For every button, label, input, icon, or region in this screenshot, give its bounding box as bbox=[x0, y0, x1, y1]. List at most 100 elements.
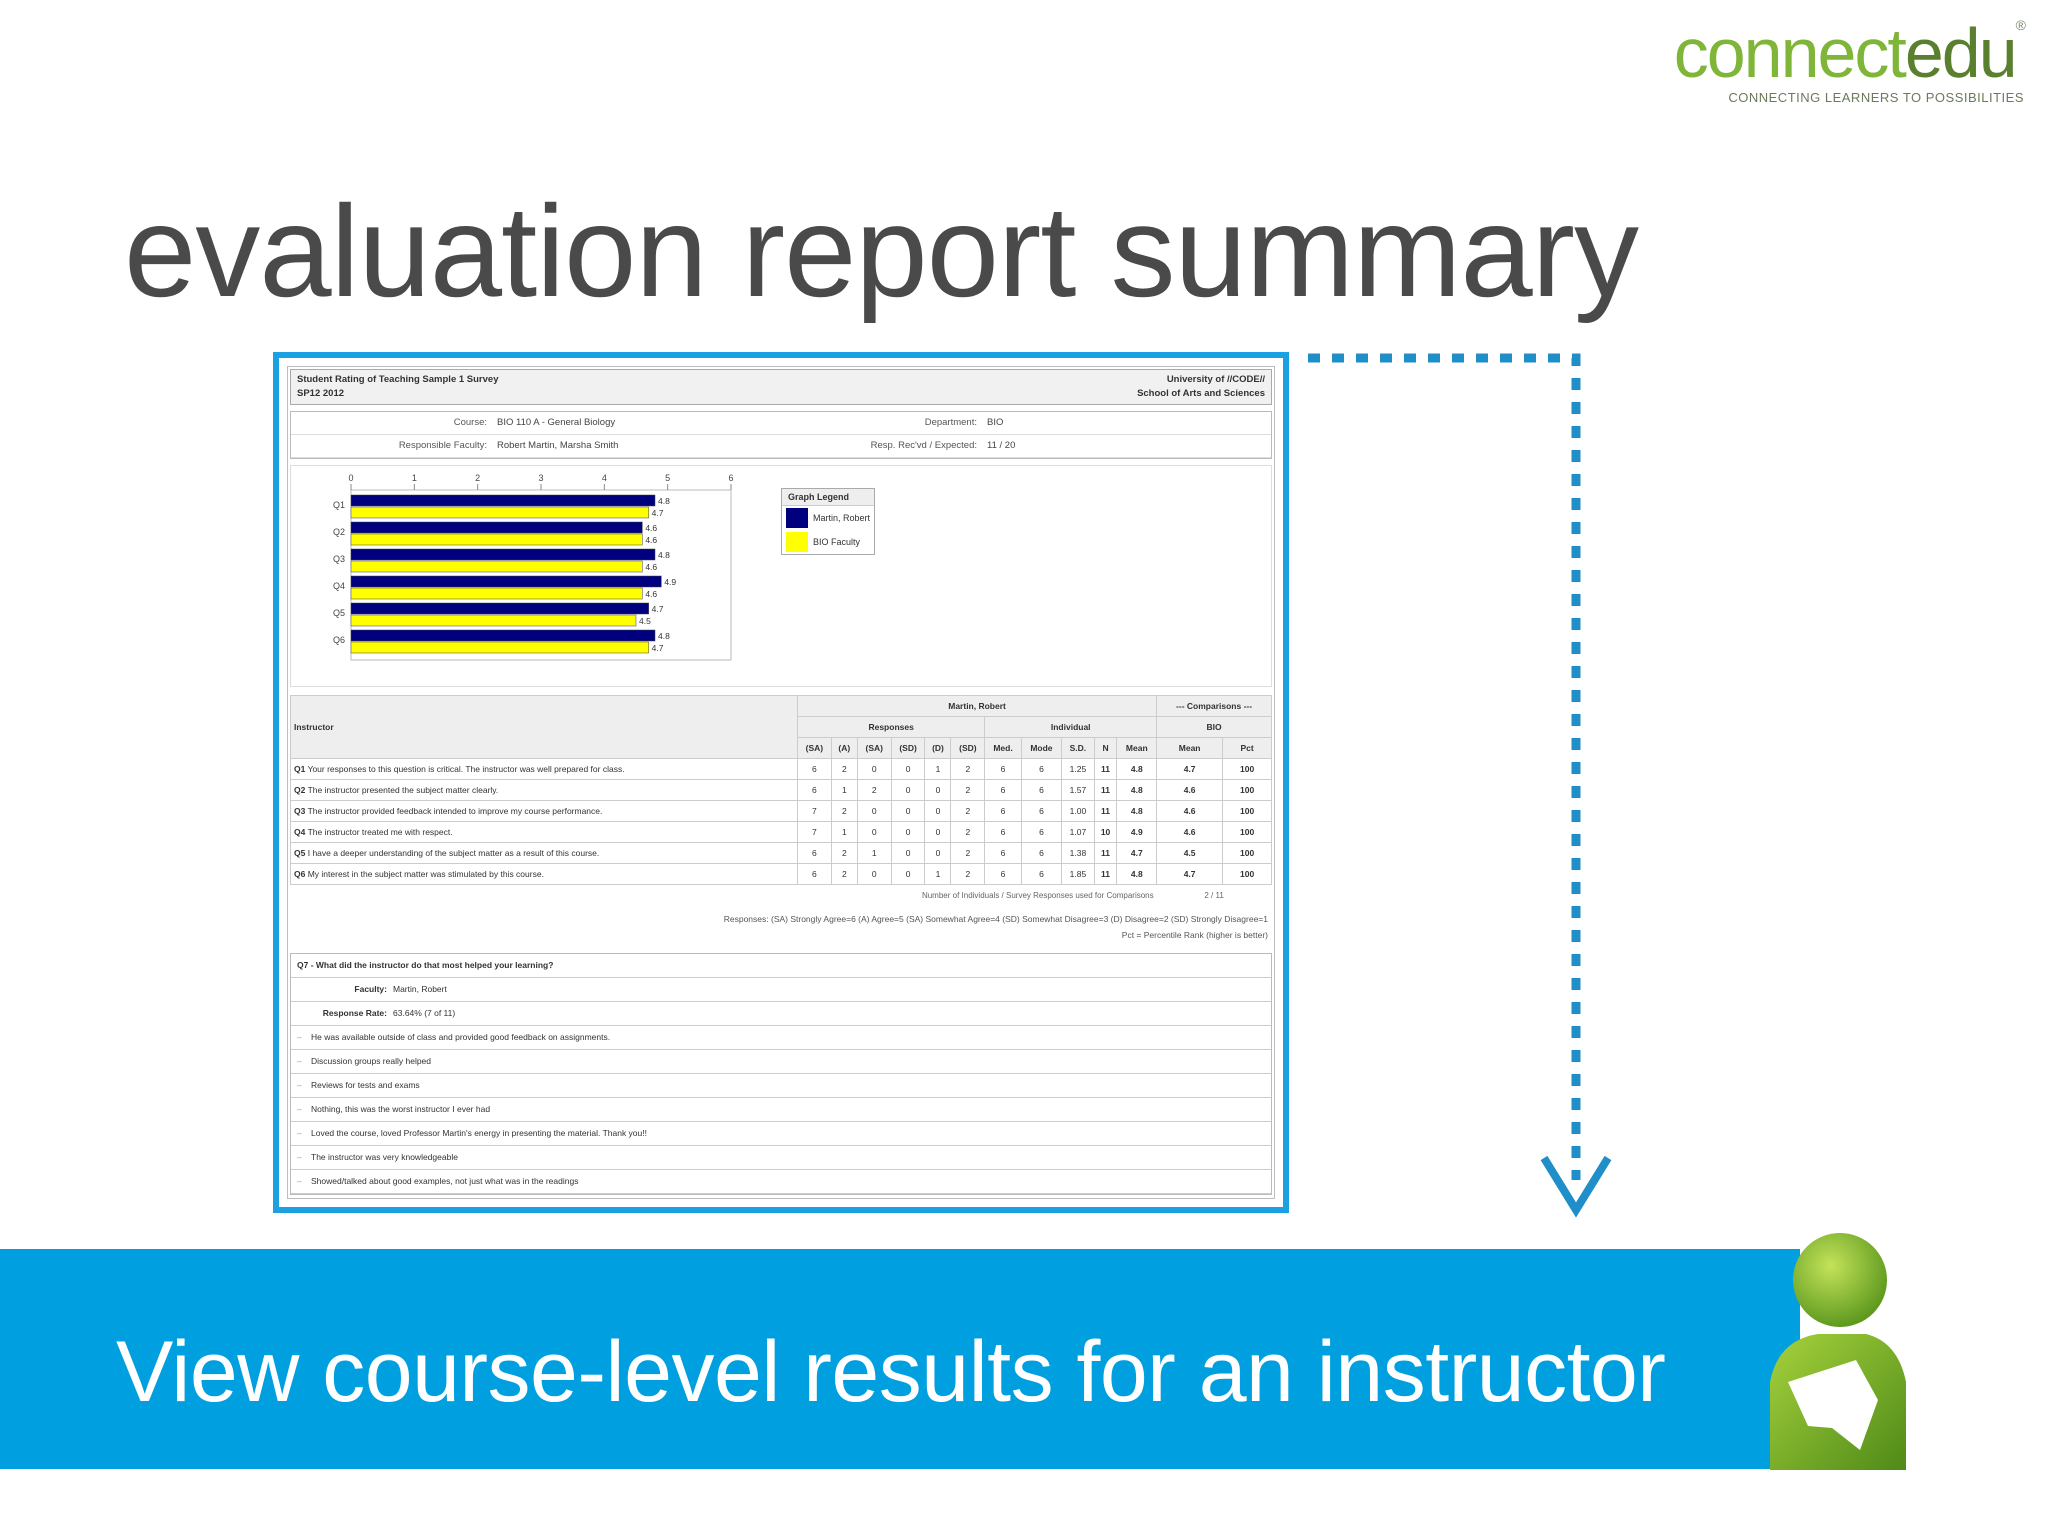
comment-bullet: – bbox=[297, 1056, 302, 1066]
q7-rate-value: 63.64% (7 of 11) bbox=[393, 1008, 456, 1018]
value-cell: 1.85 bbox=[1061, 863, 1095, 885]
y-category-label: Q6 bbox=[333, 635, 345, 645]
comment-text: Nothing, this was the worst instructor I… bbox=[311, 1104, 491, 1114]
comment-bullet: – bbox=[297, 1104, 302, 1114]
comment-text: Showed/talked about good examples, not j… bbox=[311, 1176, 579, 1186]
comment-row: – Nothing, this was the worst instructor … bbox=[291, 1098, 1271, 1122]
results-table: Instructor Martin, Robert --- Comparison… bbox=[290, 695, 1272, 905]
comment-bullet: – bbox=[297, 1128, 302, 1138]
bar bbox=[350, 521, 643, 534]
y-category-label: Q5 bbox=[333, 608, 345, 618]
question-id: Q3 bbox=[294, 806, 306, 816]
value-cell: 6 bbox=[984, 863, 1022, 885]
bar bbox=[350, 494, 656, 507]
comparisons-header: --- Comparisons --- bbox=[1156, 695, 1272, 717]
question-text: Your responses to this question is criti… bbox=[307, 764, 625, 774]
comment-bullet: – bbox=[297, 1176, 302, 1186]
comment-row: – Discussion groups really helped bbox=[291, 1050, 1271, 1074]
bar-value-label: 4.5 bbox=[639, 616, 651, 626]
open-ended-section: Q7 - What did the instructor do that mos… bbox=[290, 953, 1272, 1195]
column-header: (SD) bbox=[950, 737, 986, 759]
comment-text: Loved the course, loved Professor Martin… bbox=[311, 1128, 647, 1138]
bar-value-label: 4.7 bbox=[652, 508, 664, 518]
responses-legend-text: Responses: (SA) Strongly Agree=6 (A) Agr… bbox=[723, 914, 1268, 924]
comment-bullet: – bbox=[297, 1152, 302, 1162]
logo-text-edu: edu bbox=[1904, 14, 2018, 92]
comment-text: The instructor was very knowledgeable bbox=[311, 1152, 458, 1162]
x-tick-label: 2 bbox=[475, 473, 480, 483]
y-category-label: Q1 bbox=[333, 500, 345, 510]
question-id: Q5 bbox=[294, 848, 306, 858]
value-cell: 6 bbox=[984, 779, 1022, 801]
individual-header: Individual bbox=[984, 716, 1158, 738]
caption-banner: View course-level results for an instruc… bbox=[0, 1249, 1800, 1469]
value-cell: 100 bbox=[1222, 779, 1272, 801]
table-row: Q6 My interest in the subject matter was… bbox=[290, 863, 1272, 885]
term-name: SP12 2012 bbox=[297, 388, 345, 399]
question-text: The instructor treated me with respect. bbox=[307, 827, 453, 837]
responses-received-value: 11 / 20 bbox=[987, 440, 1016, 451]
school-name: School of Arts and Sciences bbox=[1137, 388, 1265, 399]
question-text: My interest in the subject matter was st… bbox=[307, 869, 544, 879]
question-text: The instructor presented the subject mat… bbox=[307, 785, 499, 795]
course-info: Course: BIO 110 A - General Biology Depar… bbox=[290, 411, 1272, 459]
column-header-row: (SA) (A) (SA) (SD) (D) (SD) Med. Mode S.D. N Mean M… bbox=[291, 737, 1272, 759]
value-cell: 100 bbox=[1222, 863, 1272, 885]
x-tick-label: 5 bbox=[665, 473, 670, 483]
ratings-chart-area: 0 1 2 3 4 5 6 Q1 4.8 4.7 Q2 4.6 4.6 Q3 4.8 4.6 Q4 4.9 4.6 Q… bbox=[290, 465, 1272, 687]
slide-title: evaluation report summary bbox=[124, 178, 1639, 324]
q7-question: Q7 - What did the instructor do that mos… bbox=[291, 954, 1271, 978]
comparison-footer-value: 2 / 11 bbox=[1204, 890, 1224, 900]
bar bbox=[350, 548, 656, 561]
bar-value-label: 4.6 bbox=[645, 523, 657, 533]
question-id: Q1 bbox=[294, 764, 306, 774]
column-header: Mode bbox=[1020, 737, 1063, 759]
legend-item-bio: BIO Faculty bbox=[782, 530, 874, 554]
bar-value-label: 4.8 bbox=[658, 496, 670, 506]
logo-tagline: CONNECTING LEARNERS TO POSSIBILITIES bbox=[1728, 90, 2024, 105]
comment-row: – Reviews for tests and exams bbox=[291, 1074, 1271, 1098]
responses-header: Responses bbox=[796, 716, 986, 738]
column-header: Mean bbox=[1156, 737, 1224, 759]
q7-rate-label: Response Rate: bbox=[322, 1008, 387, 1018]
question-text: I have a deeper understanding of the sub… bbox=[307, 848, 600, 858]
value-cell: 2 bbox=[950, 863, 986, 885]
legend-label-bio: BIO Faculty bbox=[813, 537, 861, 547]
bar bbox=[350, 587, 643, 600]
comparison-footer: Number of Individuals / Survey Responses… bbox=[291, 885, 1272, 906]
university-name: University of //CODE// bbox=[1166, 374, 1265, 385]
legend-title: Graph Legend bbox=[782, 489, 875, 506]
comment-text: Discussion groups really helped bbox=[311, 1056, 432, 1066]
legend-swatch-bio bbox=[786, 532, 808, 552]
instructor-header: Instructor bbox=[290, 695, 798, 759]
table-row: Q2 The instructor presented the subject … bbox=[290, 779, 1272, 801]
bar bbox=[350, 533, 643, 546]
pct-legend-text: Pct = Percentile Rank (higher is better) bbox=[1121, 930, 1268, 940]
q7-faculty-row: Faculty: Martin, Robert bbox=[291, 978, 1271, 1002]
column-header: (SA) bbox=[856, 737, 892, 759]
comment-bullet: – bbox=[297, 1080, 302, 1090]
y-category-label: Q2 bbox=[333, 527, 345, 537]
x-tick-label: 3 bbox=[538, 473, 543, 483]
q7-faculty-value: Martin, Robert bbox=[393, 984, 447, 994]
logo-text-connect: connect bbox=[1673, 14, 1907, 92]
comment-text: Reviews for tests and exams bbox=[311, 1080, 420, 1090]
table-row: Q4 The instructor treated me with respec… bbox=[290, 821, 1272, 843]
bar-value-label: 4.6 bbox=[645, 535, 657, 545]
legend-item-martin: Martin, Robert bbox=[782, 506, 874, 530]
question-id: Q6 bbox=[294, 869, 306, 879]
faculty-value: Robert Martin, Marsha Smith bbox=[497, 440, 619, 451]
column-header: (A) bbox=[830, 737, 858, 759]
bar-value-label: 4.9 bbox=[664, 577, 676, 587]
x-tick-label: 6 bbox=[728, 473, 733, 483]
comment-row: – He was available outside of class and p… bbox=[291, 1026, 1271, 1050]
value-cell: 6 bbox=[1020, 863, 1063, 885]
q7-rate-row: Response Rate: 63.64% (7 of 11) bbox=[291, 1002, 1271, 1026]
bar-value-label: 4.6 bbox=[645, 589, 657, 599]
department-value: BIO bbox=[987, 417, 1004, 428]
column-header: (SA) bbox=[797, 737, 832, 759]
comparison-footer-label: Number of Individuals / Survey Responses… bbox=[921, 890, 1154, 900]
legend-label-martin: Martin, Robert bbox=[813, 513, 871, 523]
legend-swatch-martin bbox=[786, 508, 808, 528]
table-row: Q3 The instructor provided feedback inte… bbox=[290, 800, 1272, 822]
